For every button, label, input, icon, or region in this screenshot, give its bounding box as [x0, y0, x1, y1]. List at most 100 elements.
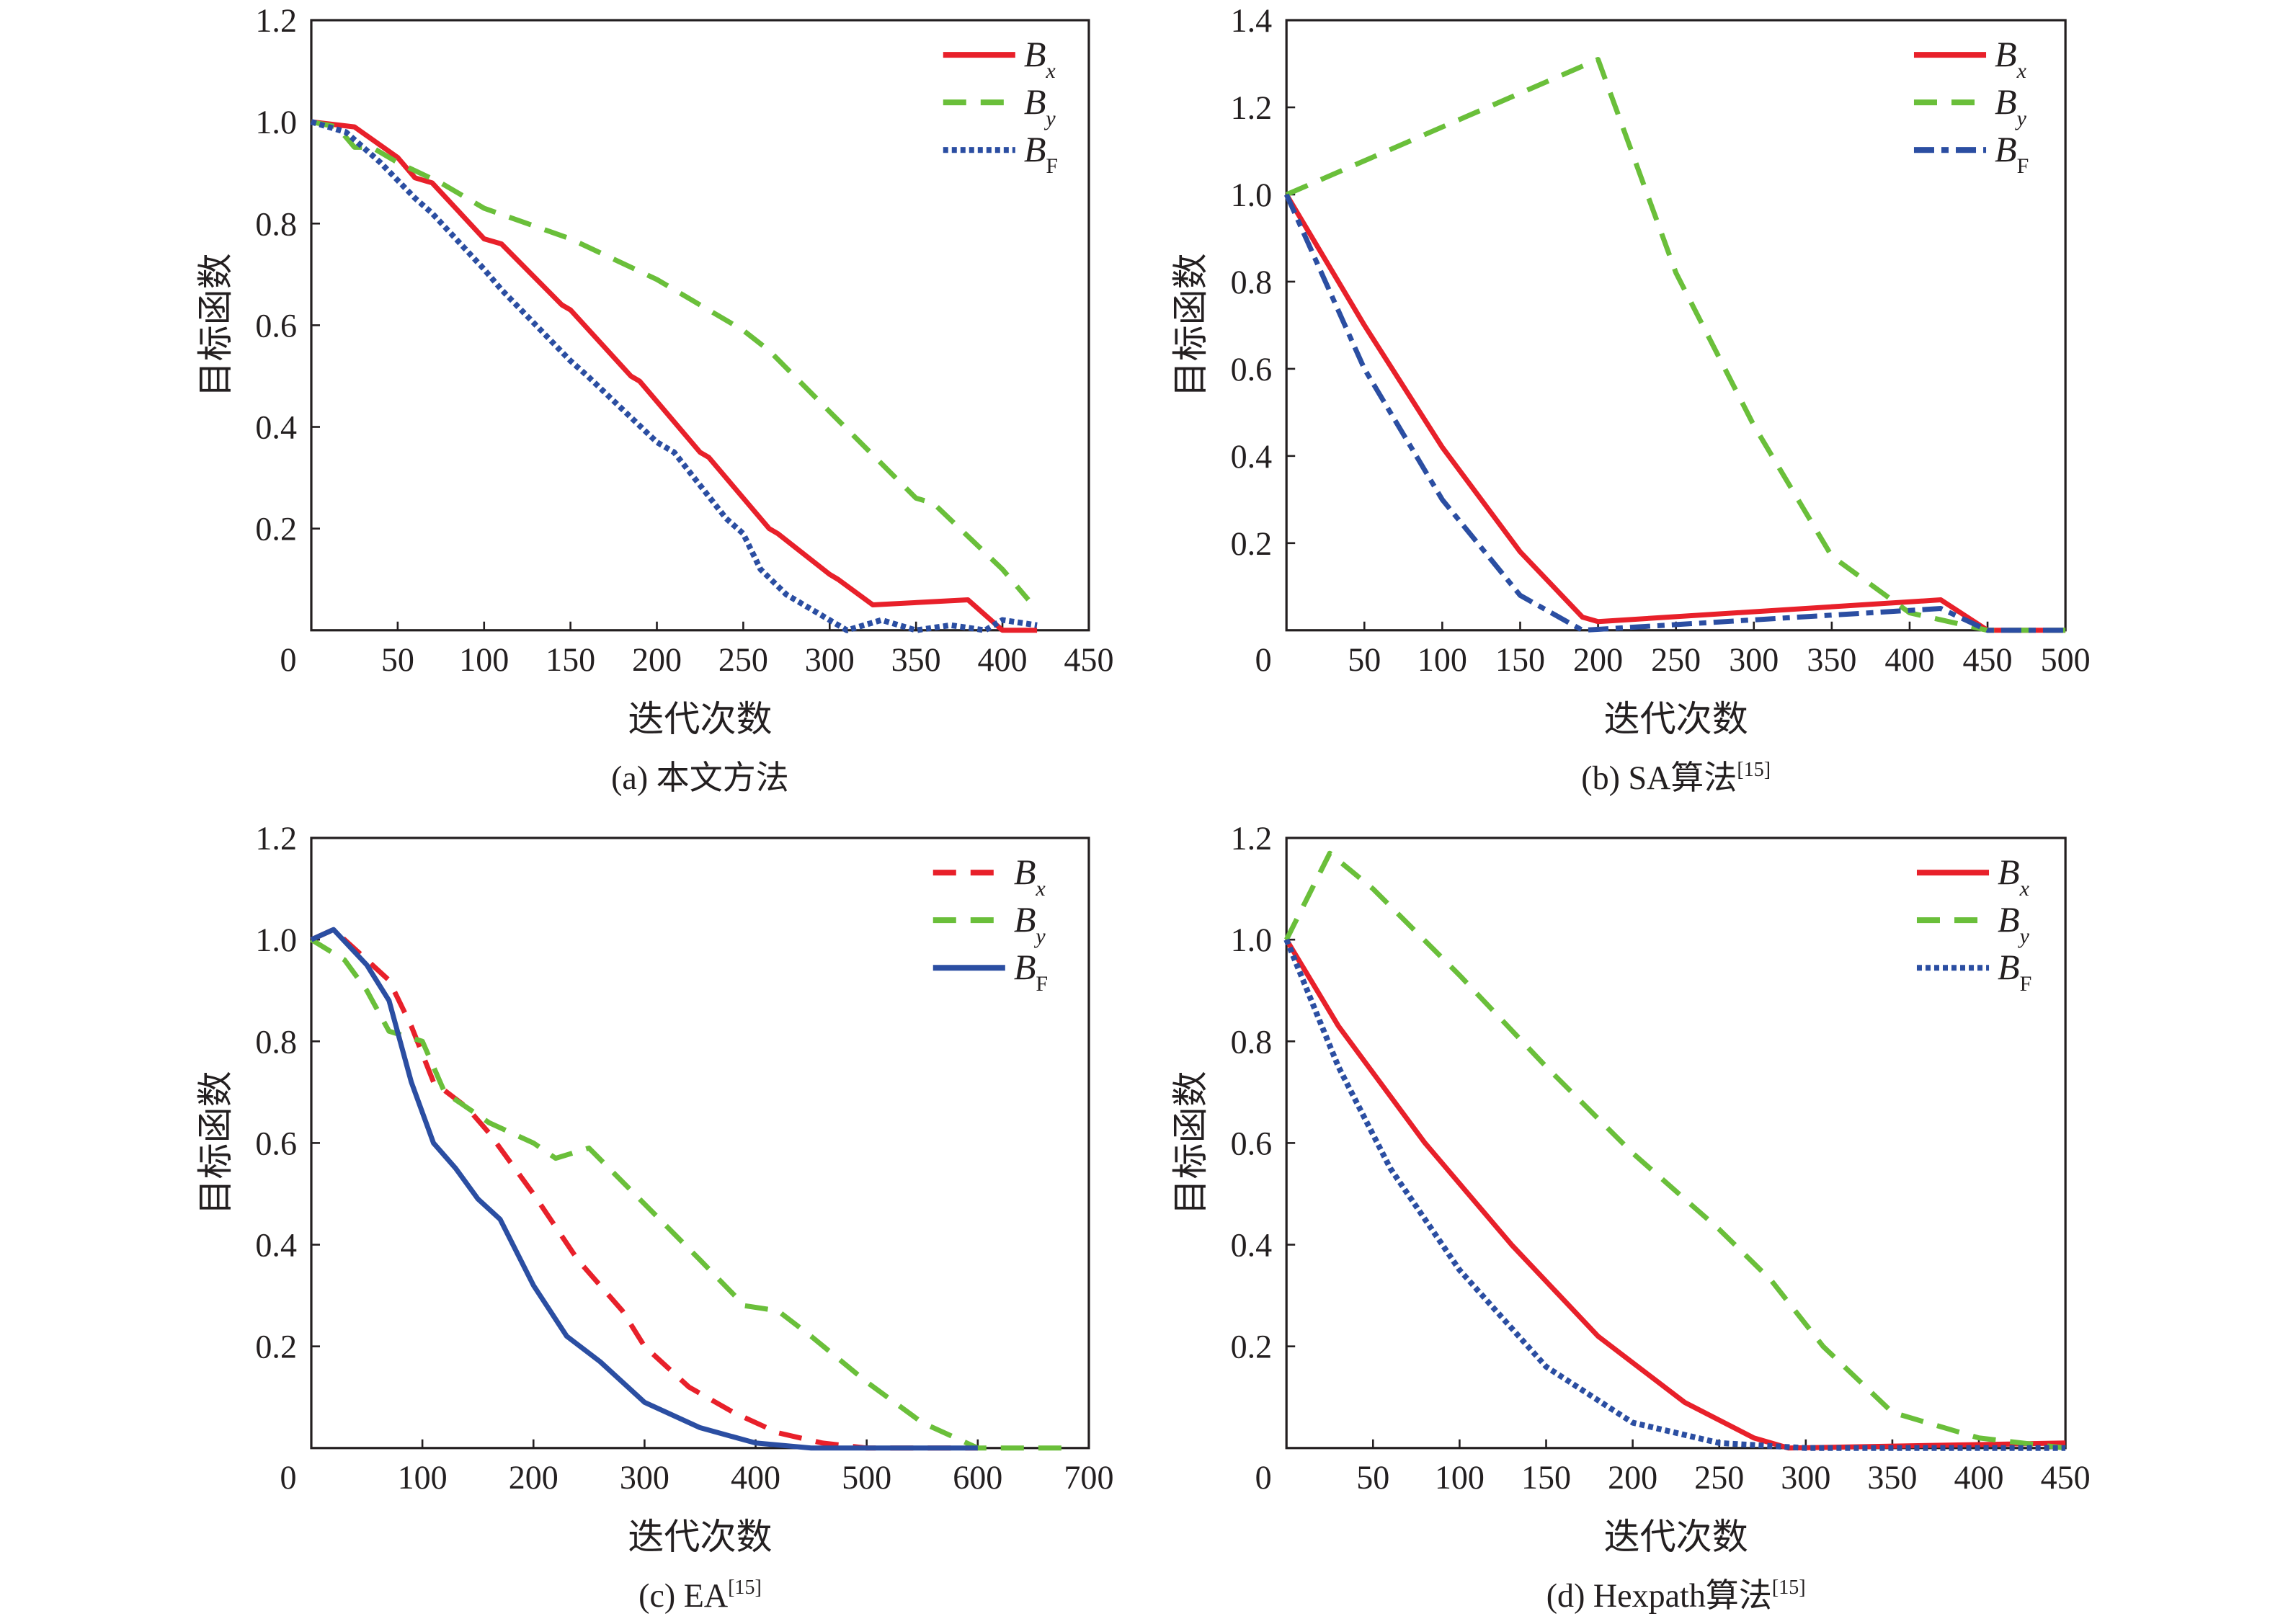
y-tick-label: 0.6: [1231, 1125, 1273, 1161]
x-tick-label: 400: [978, 641, 1028, 678]
y-tick-label: 0.4: [255, 409, 297, 446]
panel-caption: (a) 本文方法: [611, 759, 789, 796]
series-line-Bx: [311, 119, 1038, 633]
legend-label-By: By: [1995, 81, 2027, 130]
legend-label-BF: BF: [1995, 129, 2029, 178]
legend-label-subscript: y: [2018, 924, 2030, 948]
x-axis-label: 迭代次数: [628, 699, 772, 739]
caption-citation: [15]: [1772, 1576, 1806, 1599]
series-line-BF: [310, 927, 978, 1451]
legend-label-BF: BF: [1024, 129, 1058, 178]
x-tick-label: 350: [891, 641, 941, 678]
legend-label-base: B: [1014, 852, 1036, 892]
legend-label-subscript: x: [2019, 877, 2030, 901]
x-tick-label: 200: [632, 641, 682, 678]
x-tick-label: 100: [459, 641, 509, 678]
y-tick-label: 1.2: [1231, 89, 1273, 126]
legend-label-subscript: x: [1035, 877, 1046, 901]
x-tick-label: 150: [1495, 641, 1545, 678]
caption-citation: [15]: [728, 1576, 762, 1599]
x-tick-label: 0: [280, 1459, 296, 1496]
legend-label-base: B: [1014, 899, 1036, 940]
y-tick-label: 0.8: [1231, 1023, 1273, 1060]
x-tick-label: 300: [805, 641, 855, 678]
legend-label-base: B: [1998, 899, 2020, 940]
legend-label-subscript: y: [1043, 107, 1056, 130]
legend-label-base: B: [1995, 81, 2017, 122]
plot-frame: [1285, 19, 2067, 632]
y-tick-label: 1.4: [1231, 2, 1273, 39]
x-tick-label: 100: [1417, 641, 1467, 678]
legend-label-By: By: [1024, 81, 1056, 130]
caption-text: (b) SA算法: [1581, 759, 1737, 796]
plot-frame: [1285, 836, 2067, 1450]
x-tick-label: 300: [620, 1459, 669, 1496]
legend-label-subscript: y: [1033, 924, 1046, 948]
x-tick-label: 250: [1694, 1459, 1744, 1496]
legend-label-Bx: Bx: [1024, 34, 1056, 83]
legend-label-subscript: F: [2020, 972, 2032, 996]
y-tick-label: 0.4: [1231, 1227, 1273, 1264]
y-tick-label: 1.0: [255, 104, 297, 140]
x-tick-label: 700: [1064, 1459, 1113, 1496]
x-tick-label: 500: [2041, 641, 2091, 678]
y-tick-label: 1.0: [255, 922, 297, 958]
legend-label-subscript: x: [1045, 59, 1056, 83]
series-line-BF: [1283, 193, 2066, 633]
caption-citation: [15]: [1737, 759, 1771, 781]
x-tick-label: 350: [1867, 1459, 1917, 1496]
y-tick-label: 0.8: [1231, 264, 1273, 300]
chart-panel-a: 0 50 100 150 200 250 300 350 400 450 0.2 0.4 0.6 0.8 1…: [195, 2, 1114, 796]
legend-label-Bx: Bx: [1998, 852, 2030, 901]
legend-label-base: B: [1995, 34, 2017, 74]
y-axis-label: 目标函数: [195, 253, 236, 397]
y-tick-label: 0.2: [255, 511, 297, 548]
panel-caption: (c) EA[15]: [638, 1576, 762, 1614]
y-tick-label: 0.8: [255, 205, 297, 242]
y-tick-label: 1.0: [1231, 177, 1273, 213]
x-tick-label: 100: [398, 1459, 448, 1496]
series-line-Bx: [310, 927, 978, 1451]
y-tick-label: 0.2: [255, 1329, 297, 1365]
series-line-By: [310, 937, 1067, 1451]
caption-text: (d) Hexpath算法: [1546, 1577, 1772, 1614]
panel-caption: (d) Hexpath算法[15]: [1546, 1576, 1806, 1614]
caption-text: (c) EA: [638, 1577, 728, 1614]
x-tick-label: 150: [546, 641, 595, 678]
x-tick-label: 200: [1608, 1459, 1657, 1496]
legend-label-base: B: [1995, 129, 2017, 169]
x-tick-label: 0: [1255, 641, 1272, 678]
y-axis-label: 目标函数: [1170, 1071, 1211, 1215]
x-tick-label: 400: [1954, 1459, 2004, 1496]
x-tick-label: 250: [1651, 641, 1701, 678]
y-axis-label: 目标函数: [1170, 253, 1211, 397]
legend-label-subscript: y: [2015, 107, 2027, 130]
x-tick-label: 50: [1356, 1459, 1389, 1496]
x-axis-label: 迭代次数: [1604, 699, 1748, 739]
legend-label-BF: BF: [1998, 947, 2031, 996]
x-tick-label: 450: [2041, 1459, 2091, 1496]
x-tick-label: 150: [1521, 1459, 1571, 1496]
y-tick-label: 0.6: [255, 1125, 297, 1161]
x-tick-label: 600: [953, 1459, 1002, 1496]
x-tick-label: 300: [1729, 641, 1779, 678]
x-tick-label: 450: [1064, 641, 1113, 678]
x-tick-label: 450: [1963, 641, 2013, 678]
x-axis-label: 迭代次数: [628, 1517, 772, 1557]
plot-frame: [310, 836, 1090, 1450]
x-tick-label: 50: [1348, 641, 1381, 678]
y-tick-label: 1.2: [255, 820, 297, 857]
y-tick-label: 0.6: [1231, 351, 1273, 388]
legend-label-Bx: Bx: [1995, 34, 2027, 83]
chart-panel-b: 0 50 100 150 200 250 300 350 400 450 500 0.2 0.4 0.6 0…: [1170, 2, 2091, 796]
series-line-BF: [1283, 938, 2066, 1451]
legend-label-Bx: Bx: [1014, 852, 1046, 901]
chart-panel-c: 0 100 200 300 400 500 600 700 0.2 0.4 0.6 0.8 1.0 1.2…: [195, 820, 1114, 1614]
x-tick-label: 400: [1884, 641, 1934, 678]
legend-label-subscript: F: [2017, 154, 2029, 178]
legend-label-subscript: x: [2016, 59, 2027, 83]
x-tick-label: 200: [509, 1459, 558, 1496]
y-tick-label: 0.2: [1231, 525, 1273, 562]
caption-text: (a) 本文方法: [611, 759, 789, 796]
